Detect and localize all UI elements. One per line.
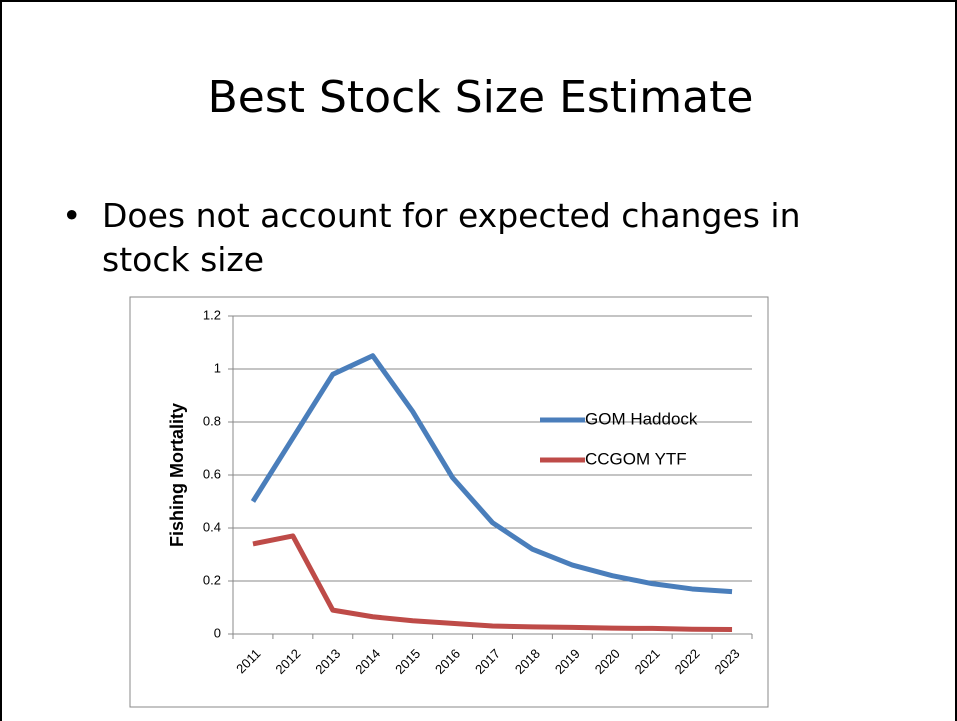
data-line — [252, 533, 733, 632]
legend-label: GOM Haddock — [585, 409, 698, 428]
y-tick-label: 0.6 — [203, 466, 221, 481]
y-tick-label: 0.2 — [203, 572, 221, 587]
y-tick-label: 0 — [214, 625, 221, 640]
y-tick-label: 0.4 — [203, 519, 221, 534]
bullet: Does not account for expected changes in… — [62, 194, 852, 282]
slide-title: Best Stock Size Estimate — [207, 72, 754, 123]
y-tick-label: 1 — [214, 360, 221, 375]
y-tick-label: 0.8 — [203, 413, 221, 428]
bullet-list: Does not account for expected changes in… — [62, 194, 852, 282]
legend-label: CCGOM YTF — [585, 449, 687, 468]
y-tick-label: 1.2 — [203, 307, 221, 322]
y-axis-label: Fishing Mortality — [167, 403, 187, 547]
data-line — [250, 353, 733, 595]
chart-frame — [129, 296, 769, 708]
